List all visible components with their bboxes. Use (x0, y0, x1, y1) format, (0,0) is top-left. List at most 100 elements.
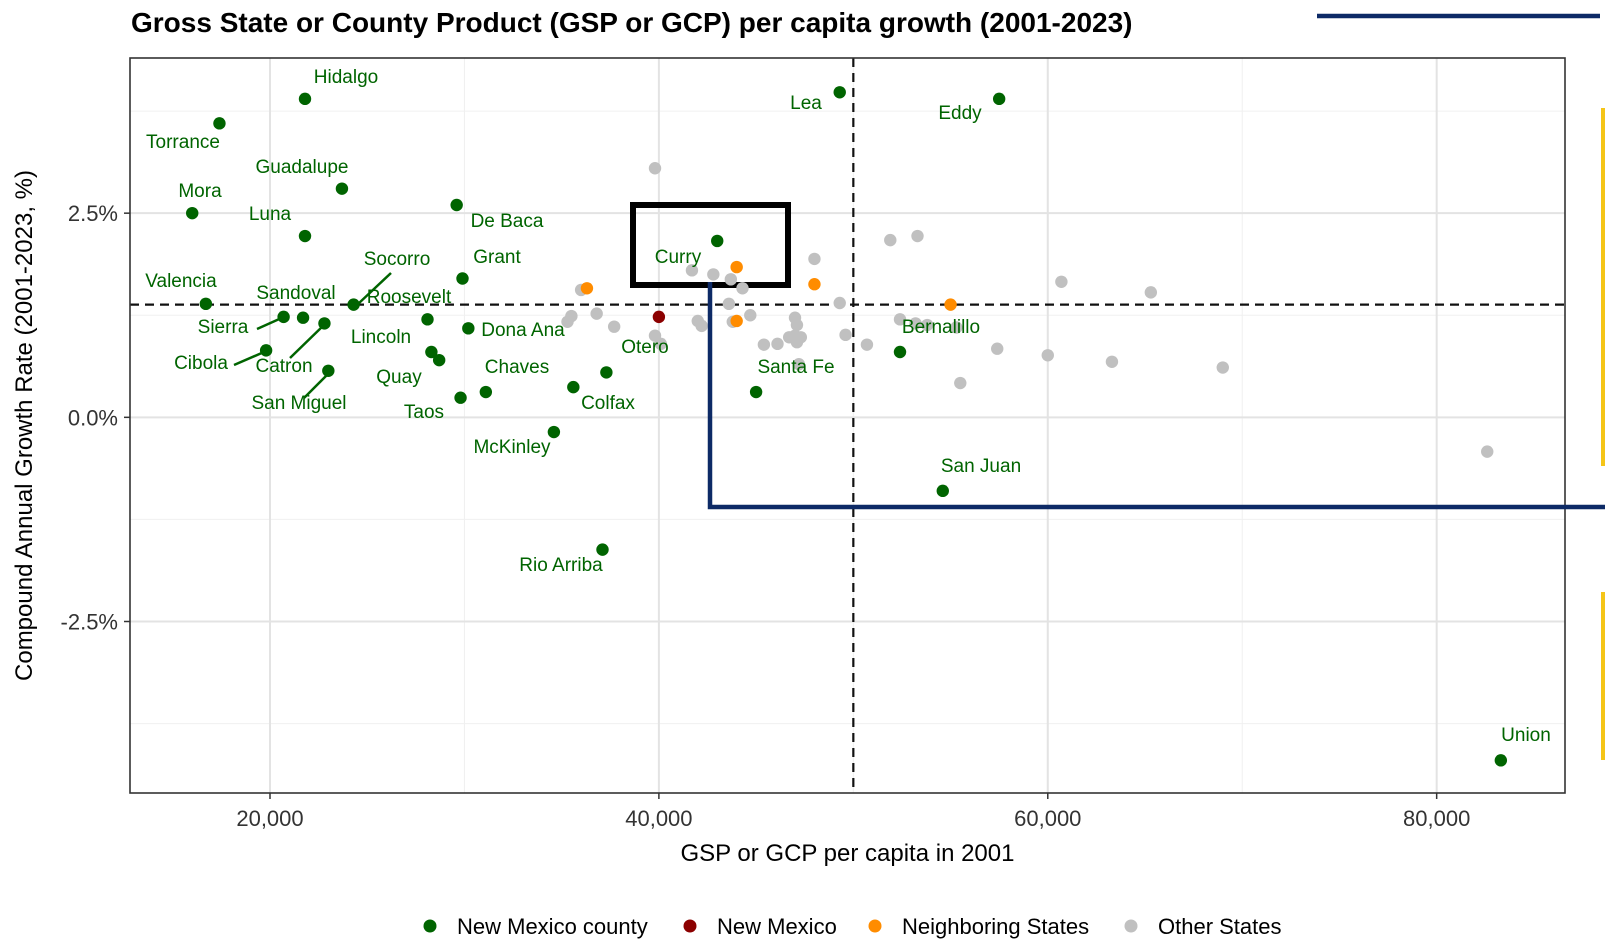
point-other-states (1041, 349, 1054, 362)
point-other-states (884, 233, 897, 247)
point-label: McKinley (473, 437, 551, 458)
point-other-states (991, 342, 1004, 355)
point-new-mexico-county (277, 310, 290, 324)
x-tick-label: 60,000 (1014, 806, 1081, 831)
x-axis-title: GSP or GCP per capita in 2001 (681, 840, 1015, 867)
point-new-mexico-county (893, 345, 907, 359)
point-label: Sandoval (256, 283, 335, 304)
point-other-states (654, 337, 668, 351)
point-new-mexico-county (322, 364, 335, 377)
point-label: Guadalupe (256, 157, 349, 178)
point-new-mexico-county (596, 543, 609, 556)
point-other-states (1216, 361, 1229, 374)
point-new-mexico-county (456, 272, 469, 285)
x-tick-label: 80,000 (1403, 806, 1470, 831)
point-other-states (707, 268, 720, 281)
point-new-mexico-county (936, 484, 949, 498)
point-new-mexico (652, 310, 666, 324)
point-label: San Juan (941, 456, 1021, 477)
point-other-states (921, 318, 934, 332)
point-new-mexico-county (298, 92, 312, 106)
point-other-states (722, 297, 736, 311)
point-other-states (794, 331, 808, 344)
point-new-mexico-county (450, 198, 463, 212)
point-other-states (1481, 445, 1494, 458)
point-new-mexico-county (479, 385, 493, 399)
point-new-mexico-county (711, 234, 724, 248)
point-other-states (839, 328, 852, 342)
point-other-states (607, 320, 621, 333)
legend-key (423, 919, 437, 933)
point-label: Taos (404, 402, 444, 423)
point-label: Luna (249, 204, 292, 225)
legend-key (868, 919, 882, 933)
point-label: Sierra (198, 317, 249, 338)
point-label: Torrance (146, 132, 220, 153)
y-tick-label: -2.5% (61, 610, 118, 635)
leader-line (289, 323, 326, 359)
y-axis-title: Compound Annual Growth Rate (2001-2023, … (11, 170, 38, 681)
connector-line-middle (707, 282, 1605, 510)
point-new-mexico-county (749, 385, 763, 399)
point-label: Mora (178, 181, 222, 202)
point-label: Bernalillo (902, 317, 980, 338)
point-label: De Baca (471, 211, 544, 232)
annotation-panel-bottom (1601, 592, 1605, 760)
point-other-states (561, 315, 574, 328)
point-new-mexico-county (432, 353, 446, 367)
point-neighboring-states (944, 298, 957, 311)
point-other-states (792, 358, 806, 371)
point-label: Hidalgo (314, 67, 378, 88)
point-new-mexico-county (259, 344, 273, 357)
point-other-states (695, 319, 708, 333)
point-new-mexico-county (547, 425, 561, 439)
point-other-states (648, 162, 662, 175)
point-new-mexico-county (199, 297, 213, 311)
point-other-states (911, 229, 924, 243)
point-label: Colfax (581, 393, 635, 414)
annotation-panel-top (1601, 108, 1605, 466)
point-new-mexico-county (347, 298, 360, 311)
point-new-mexico-county (833, 86, 846, 99)
leader-line (357, 272, 392, 305)
point-label: Socorro (364, 249, 431, 270)
point-new-mexico-county (454, 391, 467, 404)
point-other-states (744, 309, 757, 322)
y-tick-label: 2.5% (68, 201, 118, 226)
point-label: Eddy (938, 103, 982, 124)
point-other-states (1144, 286, 1158, 299)
point-new-mexico-county (296, 311, 310, 324)
point-new-mexico-county (425, 345, 438, 359)
point-other-states (724, 273, 738, 286)
point-label: Chaves (485, 357, 549, 378)
point-other-states (757, 338, 771, 351)
point-new-mexico-county (567, 380, 580, 394)
point-label: Quay (376, 367, 422, 388)
point-new-mexico-county (186, 206, 199, 220)
point-other-states (736, 282, 749, 295)
legend-item-label: New Mexico county (457, 914, 648, 939)
point-neighboring-states (730, 314, 743, 328)
legend-key (1124, 919, 1138, 933)
x-tick-label: 40,000 (625, 806, 692, 831)
point-label: Santa Fe (757, 357, 834, 378)
point-new-mexico-county (600, 366, 613, 379)
point-label: Otero (621, 337, 669, 358)
point-label: Grant (473, 247, 521, 268)
legend-item-label: Other States (1158, 914, 1282, 939)
point-neighboring-states (808, 278, 821, 291)
point-new-mexico-county (213, 117, 226, 130)
x-tick-label: 20,000 (236, 806, 303, 831)
point-other-states (808, 252, 821, 266)
point-label: Catron (255, 356, 312, 377)
point-label: Lincoln (351, 327, 411, 348)
point-new-mexico-county (421, 313, 434, 326)
legend-key (683, 919, 697, 933)
point-other-states (685, 264, 699, 277)
point-label: Cibola (174, 353, 228, 374)
plot-panel (130, 58, 1565, 793)
point-other-states (590, 307, 603, 320)
point-other-states (790, 318, 804, 332)
point-label: Dona Ana (481, 320, 565, 341)
